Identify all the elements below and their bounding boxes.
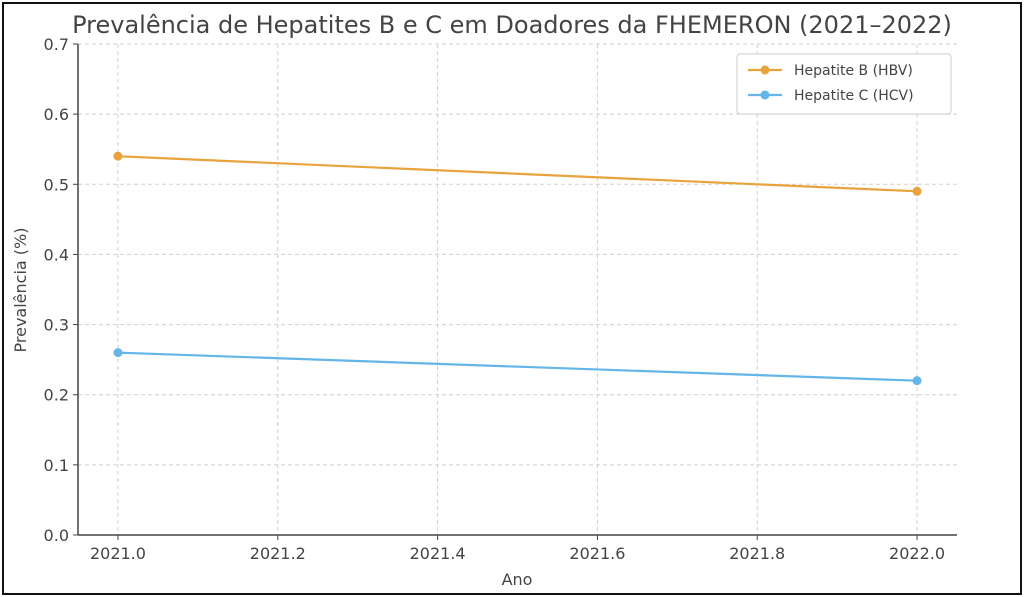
series bbox=[113, 151, 922, 386]
data-point bbox=[113, 151, 123, 161]
series-line-hcv bbox=[117, 351, 918, 382]
data-point bbox=[912, 376, 922, 386]
data-point bbox=[113, 348, 123, 358]
y-tick-label: 0.6 bbox=[44, 105, 69, 124]
x-axis-label: Ano bbox=[502, 570, 533, 589]
x-tick-label: 2021.4 bbox=[410, 544, 466, 563]
y-axis-label: Prevalência (%) bbox=[11, 228, 30, 353]
data-point bbox=[912, 186, 922, 196]
legend-label: Hepatite C (HCV) bbox=[794, 88, 914, 104]
grid bbox=[78, 43, 957, 536]
y-tick-label: 0.3 bbox=[44, 316, 69, 335]
y-tick-label: 0.0 bbox=[44, 526, 69, 545]
legend-label: Hepatite B (HBV) bbox=[794, 63, 913, 79]
y-tick-label: 0.2 bbox=[44, 386, 69, 405]
x-tick-label: 2021.8 bbox=[729, 544, 785, 563]
legend-marker bbox=[760, 65, 770, 75]
legend: Hepatite B (HBV) Hepatite C (HCV) bbox=[736, 53, 952, 115]
axes: 2021.0 2021.2 2021.4 2021.6 2021.8 2022.0 0.0 0… bbox=[44, 35, 957, 563]
x-tick-label: 2021.2 bbox=[250, 544, 306, 563]
x-tick-label: 2021.0 bbox=[90, 544, 146, 563]
y-tick-label: 0.7 bbox=[44, 35, 69, 54]
x-tick-label: 2021.6 bbox=[569, 544, 625, 563]
series-line-hbv bbox=[117, 155, 918, 193]
legend-marker bbox=[760, 90, 770, 100]
y-tick-label: 0.4 bbox=[44, 245, 69, 264]
y-tick-label: 0.1 bbox=[44, 456, 69, 475]
x-tick-label: 2022.0 bbox=[889, 544, 945, 563]
chart-title: Prevalência de Hepatites B e C em Doador… bbox=[72, 11, 952, 39]
y-tick-label: 0.5 bbox=[44, 175, 69, 194]
legend-box bbox=[736, 53, 952, 115]
